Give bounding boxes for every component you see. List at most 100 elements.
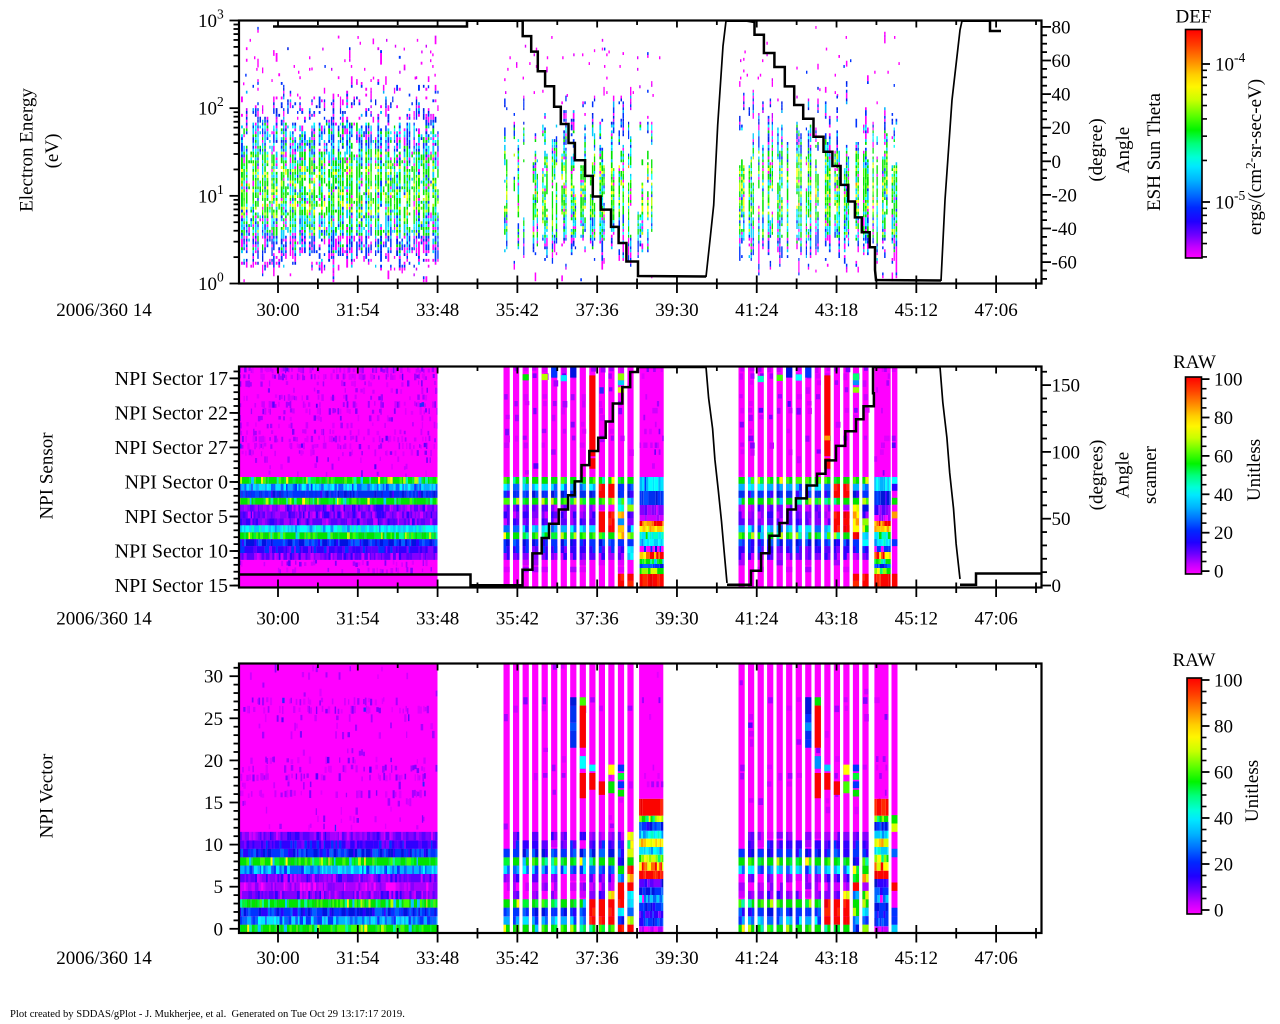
svg-text:10: 10: [198, 186, 217, 207]
svg-text:39:30: 39:30: [655, 609, 698, 630]
svg-text:37:36: 37:36: [576, 609, 619, 630]
svg-text:33:48: 33:48: [416, 609, 459, 630]
svg-text:30: 30: [204, 667, 223, 688]
svg-text:0: 0: [1214, 562, 1224, 583]
svg-text:60: 60: [1214, 763, 1233, 784]
svg-text:-40: -40: [1052, 219, 1077, 240]
svg-text:10: 10: [1215, 55, 1234, 76]
svg-text:31:54: 31:54: [336, 948, 380, 969]
svg-text:25: 25: [204, 709, 223, 730]
svg-text:40: 40: [1052, 85, 1071, 106]
svg-text:30:00: 30:00: [256, 948, 299, 969]
svg-text:30:00: 30:00: [256, 300, 299, 321]
svg-text:10: 10: [198, 11, 217, 32]
svg-text:2: 2: [217, 94, 224, 109]
svg-text:RAW: RAW: [1173, 650, 1216, 671]
svg-text:10: 10: [204, 835, 223, 856]
svg-text:5: 5: [214, 877, 224, 898]
svg-text:10: 10: [198, 274, 217, 295]
svg-text:10: 10: [198, 99, 217, 120]
svg-text:31:54: 31:54: [336, 300, 380, 321]
svg-text:80: 80: [1214, 717, 1233, 738]
svg-text:DEF: DEF: [1176, 7, 1212, 28]
svg-text:Angle: Angle: [1113, 127, 1134, 173]
svg-text:20: 20: [204, 751, 223, 772]
svg-text:ergs/(cm2-sr-sec-eV): ergs/(cm2-sr-sec-eV): [1243, 79, 1266, 235]
svg-text:39:30: 39:30: [655, 948, 698, 969]
svg-text:150: 150: [1052, 376, 1081, 397]
svg-text:60: 60: [1214, 446, 1233, 467]
svg-text:Unitless: Unitless: [1242, 760, 1263, 822]
svg-text:10: 10: [1215, 193, 1234, 214]
svg-text:45:12: 45:12: [895, 300, 938, 321]
svg-text:40: 40: [1214, 485, 1233, 506]
svg-text:Unitless: Unitless: [1244, 439, 1265, 501]
svg-text:100: 100: [1214, 370, 1243, 391]
svg-text:-4: -4: [1234, 50, 1245, 65]
svg-text:80: 80: [1052, 17, 1071, 38]
svg-text:RAW: RAW: [1173, 352, 1216, 373]
svg-text:47:06: 47:06: [974, 300, 1017, 321]
svg-text:Electron Energy: Electron Energy: [17, 88, 38, 212]
svg-text:-5: -5: [1234, 188, 1245, 203]
svg-text:41:24: 41:24: [735, 609, 779, 630]
svg-text:NPI Sector 15: NPI Sector 15: [115, 575, 228, 597]
svg-text:0: 0: [217, 270, 224, 285]
svg-text:20: 20: [1214, 523, 1233, 544]
svg-text:NPI Sector 10: NPI Sector 10: [115, 541, 228, 563]
svg-text:35:42: 35:42: [496, 609, 539, 630]
svg-text:45:12: 45:12: [895, 948, 938, 969]
svg-text:20: 20: [1214, 855, 1233, 876]
svg-text:43:18: 43:18: [815, 948, 858, 969]
svg-text:2006/360 14: 2006/360 14: [56, 300, 152, 321]
svg-text:-20: -20: [1052, 185, 1077, 206]
svg-text:scanner: scanner: [1140, 445, 1161, 504]
svg-text:40: 40: [1214, 809, 1233, 830]
svg-text:-60: -60: [1052, 253, 1077, 274]
svg-text:60: 60: [1052, 51, 1071, 72]
svg-text:0: 0: [1052, 576, 1062, 597]
svg-text:30:00: 30:00: [256, 609, 299, 630]
svg-text:NPI Vector: NPI Vector: [37, 753, 58, 838]
svg-text:(eV): (eV): [42, 134, 63, 169]
svg-text:39:30: 39:30: [655, 300, 698, 321]
svg-text:(degree): (degree): [1086, 118, 1107, 181]
svg-text:NPI Sector 27: NPI Sector 27: [115, 437, 228, 459]
svg-text:45:12: 45:12: [895, 609, 938, 630]
svg-text:41:24: 41:24: [735, 948, 779, 969]
svg-text:0: 0: [1052, 152, 1062, 173]
svg-text:15: 15: [204, 793, 223, 814]
svg-text:43:18: 43:18: [815, 300, 858, 321]
svg-text:2006/360 14: 2006/360 14: [56, 948, 152, 969]
svg-text:35:42: 35:42: [496, 948, 539, 969]
svg-text:1: 1: [217, 182, 224, 197]
svg-text:100: 100: [1052, 442, 1081, 463]
svg-text:20: 20: [1052, 118, 1071, 139]
svg-text:47:06: 47:06: [974, 948, 1017, 969]
svg-text:31:54: 31:54: [336, 609, 380, 630]
svg-text:80: 80: [1214, 408, 1233, 429]
svg-text:NPI Sensor: NPI Sensor: [37, 432, 58, 520]
svg-text:2006/360 14: 2006/360 14: [56, 609, 152, 630]
svg-text:(degrees): (degrees): [1087, 440, 1108, 511]
svg-text:0: 0: [214, 919, 224, 940]
svg-text:35:42: 35:42: [496, 300, 539, 321]
svg-text:ESH Sun Theta: ESH Sun Theta: [1144, 93, 1165, 211]
svg-text:NPI Sector 22: NPI Sector 22: [115, 402, 228, 424]
svg-text:Plot created by SDDAS/gPlot -: Plot created by SDDAS/gPlot - J. Mukherj…: [10, 1009, 405, 1020]
svg-text:0: 0: [1214, 901, 1224, 922]
svg-text:3: 3: [217, 7, 224, 22]
svg-text:NPI Sector 17: NPI Sector 17: [115, 368, 228, 390]
svg-text:33:48: 33:48: [416, 948, 459, 969]
svg-text:NPI Sector 5: NPI Sector 5: [125, 506, 228, 528]
svg-text:33:48: 33:48: [416, 300, 459, 321]
svg-text:37:36: 37:36: [576, 300, 619, 321]
svg-text:100: 100: [1214, 671, 1243, 692]
svg-text:37:36: 37:36: [576, 948, 619, 969]
svg-text:43:18: 43:18: [815, 609, 858, 630]
svg-text:47:06: 47:06: [974, 609, 1017, 630]
svg-text:NPI Sector 0: NPI Sector 0: [125, 471, 228, 493]
svg-text:Angle: Angle: [1113, 452, 1134, 498]
svg-text:41:24: 41:24: [735, 300, 779, 321]
svg-text:50: 50: [1052, 509, 1071, 530]
